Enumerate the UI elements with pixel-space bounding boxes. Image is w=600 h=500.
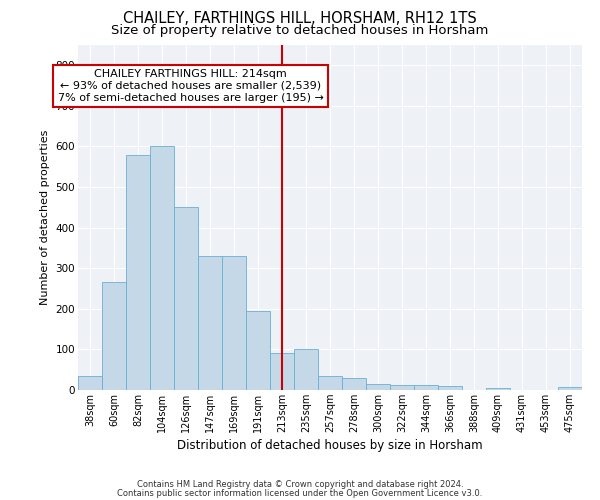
Bar [246, 311, 270, 390]
Text: CHAILEY, FARTHINGS HILL, HORSHAM, RH12 1TS: CHAILEY, FARTHINGS HILL, HORSHAM, RH12 1… [123, 11, 477, 26]
Text: Contains public sector information licensed under the Open Government Licence v3: Contains public sector information licen… [118, 488, 482, 498]
Bar [78, 376, 102, 390]
Bar [366, 384, 390, 390]
Text: Size of property relative to detached houses in Horsham: Size of property relative to detached ho… [112, 24, 488, 37]
Bar [102, 282, 126, 390]
X-axis label: Distribution of detached houses by size in Horsham: Distribution of detached houses by size … [177, 439, 483, 452]
Bar [438, 386, 462, 390]
Bar [342, 378, 366, 390]
Bar [390, 384, 414, 390]
Bar [222, 256, 246, 390]
Y-axis label: Number of detached properties: Number of detached properties [40, 130, 50, 305]
Text: CHAILEY FARTHINGS HILL: 214sqm
← 93% of detached houses are smaller (2,539)
7% o: CHAILEY FARTHINGS HILL: 214sqm ← 93% of … [58, 70, 324, 102]
Bar [198, 256, 222, 390]
Bar [318, 376, 342, 390]
Bar [150, 146, 174, 390]
Bar [126, 154, 150, 390]
Bar [270, 354, 294, 390]
Bar [558, 387, 582, 390]
Bar [174, 208, 198, 390]
Bar [294, 350, 318, 390]
Bar [414, 385, 438, 390]
Bar [486, 388, 510, 390]
Text: Contains HM Land Registry data © Crown copyright and database right 2024.: Contains HM Land Registry data © Crown c… [137, 480, 463, 489]
